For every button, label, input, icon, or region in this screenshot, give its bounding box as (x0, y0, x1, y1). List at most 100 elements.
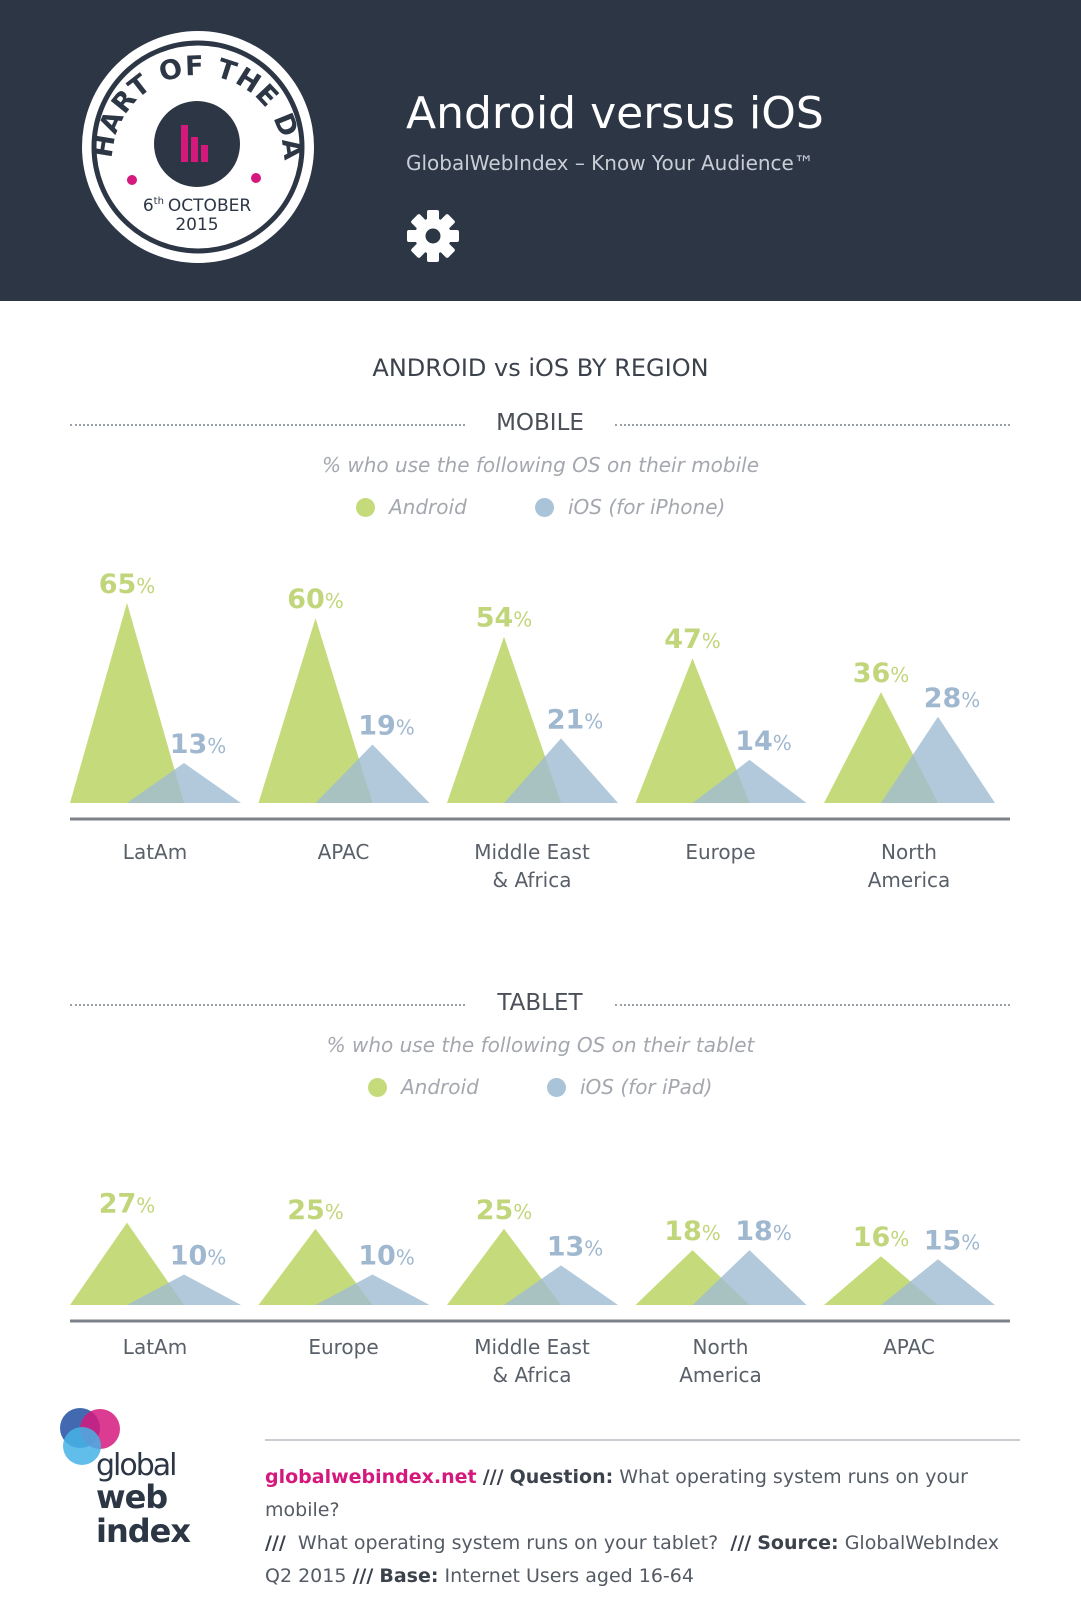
ios-peak (692, 1250, 807, 1305)
gear-icon[interactable] (405, 208, 461, 264)
legend-swatch (368, 1078, 387, 1097)
android-value-label: 25% (476, 1195, 533, 1226)
badge-dot-left (127, 175, 137, 185)
tablet-question: % who use the following OS on their tabl… (326, 1033, 755, 1057)
ios-peak (504, 1265, 618, 1305)
ios-peak (127, 1274, 241, 1305)
footer-source: GlobalWebIndex Q2 2015 (265, 1532, 1000, 1587)
android-peak (258, 618, 373, 803)
category-label: Middle East (474, 1335, 590, 1359)
footer-question-1: What operating system runs on your mobil… (265, 1466, 968, 1521)
footer-base: Internet Users aged 16-64 (444, 1565, 694, 1587)
ios-value-label: 28% (924, 683, 981, 714)
android-value-label: 65% (99, 569, 156, 600)
mobile-question: % who use the following OS on their mobi… (321, 453, 760, 477)
android-peak (258, 1228, 373, 1305)
footer-sep: /// (482, 1466, 504, 1488)
category-label: America (679, 1363, 762, 1387)
category-label: & Africa (493, 1363, 572, 1387)
page-title: Android versus iOS (406, 88, 824, 139)
android-peak (70, 602, 184, 803)
ios-peak (315, 1274, 430, 1305)
section-heading-mobile: MOBILE (70, 410, 1010, 440)
divider-dots (615, 1004, 1010, 1006)
legend-label: Android (401, 1075, 479, 1099)
android-value-label: 54% (476, 603, 533, 634)
footer-notes: globalwebindex.net /// Question: What op… (265, 1461, 1025, 1593)
android-value-label: 16% (853, 1222, 910, 1253)
category-label: America (868, 868, 951, 892)
android-value-label: 36% (853, 658, 910, 689)
category-label: APAC (318, 840, 370, 864)
tablet-chart: 27% 10% LatAm 25% 10% Europe 25% 13% Middle East… (70, 1189, 1010, 1387)
divider-dots (70, 424, 465, 426)
android-value-label: 27% (99, 1189, 156, 1220)
ios-value-label: 15% (924, 1225, 981, 1256)
svg-text:web: web (96, 1478, 167, 1516)
category-label: APAC (883, 1335, 935, 1359)
main-title: ANDROID vs iOS BY REGION (372, 354, 709, 382)
svg-text:global: global (96, 1448, 176, 1483)
category-label: North (881, 840, 937, 864)
section-label: MOBILE (496, 410, 584, 436)
ios-peak (127, 762, 241, 803)
ios-value-label: 13% (547, 1231, 604, 1262)
section-label: TABLET (497, 990, 583, 1016)
ios-value-label: 13% (170, 729, 227, 760)
ios-peak (504, 738, 618, 803)
category-label: Middle East (474, 840, 590, 864)
ios-value-label: 10% (358, 1241, 415, 1272)
ios-peak (881, 1259, 995, 1305)
footer-divider (265, 1439, 1020, 1441)
badge-date: 6th OCTOBER (143, 196, 252, 216)
legend-swatch (535, 498, 554, 517)
android-peak (70, 1222, 184, 1305)
footer-base-label: Base: (379, 1565, 439, 1587)
footer-sep: /// (265, 1532, 286, 1554)
legend-item-android: Android (356, 495, 467, 519)
ios-peak (881, 716, 995, 803)
legend-item-android: Android (368, 1075, 479, 1099)
divider-dots (615, 424, 1010, 426)
category-label: North (693, 1335, 749, 1359)
globalwebindex-logo: global web index (60, 1408, 192, 1550)
divider-dots (70, 1004, 465, 1006)
footer-question-2: What operating system runs on your table… (297, 1532, 719, 1554)
footer-site-link[interactable]: globalwebindex.net (265, 1466, 477, 1488)
ios-peak (315, 744, 430, 803)
footer-sep: /// (730, 1532, 752, 1554)
footer-sep: /// (352, 1565, 374, 1587)
ios-value-label: 21% (547, 704, 604, 735)
legend-item-ios: iOS (for iPad) (547, 1075, 712, 1099)
legend-label: iOS (for iPhone) (568, 495, 726, 519)
section-heading-tablet: TABLET (70, 990, 1010, 1020)
android-value-label: 18% (664, 1216, 721, 1247)
mobile-chart: 65% 13% LatAm 60% 19% APAC 54% 21% Middle East & … (70, 569, 1010, 892)
android-value-label: 60% (287, 584, 344, 615)
ios-value-label: 19% (358, 710, 415, 741)
badge-year: 2015 (175, 215, 218, 235)
badge-dot-right (251, 173, 261, 183)
android-value-label: 25% (287, 1195, 344, 1226)
category-label: Europe (685, 840, 755, 864)
legend-swatch (547, 1078, 566, 1097)
footer-question-label: Question: (509, 1466, 614, 1488)
category-label: Europe (308, 1335, 378, 1359)
ios-peak (692, 759, 807, 803)
svg-text:index: index (96, 1512, 191, 1550)
legend-swatch (356, 498, 375, 517)
ios-value-label: 14% (735, 726, 792, 757)
android-peak (635, 658, 750, 803)
footer-source-label: Source: (757, 1532, 839, 1554)
legend-item-ios: iOS (for iPhone) (535, 495, 725, 519)
legend-label: iOS (for iPad) (580, 1075, 713, 1099)
android-value-label: 47% (664, 624, 721, 655)
ios-value-label: 10% (170, 1241, 227, 1272)
category-label: & Africa (493, 868, 572, 892)
page-subtitle: GlobalWebIndex – Know Your Audience™ (406, 151, 814, 175)
ios-value-label: 18% (735, 1216, 792, 1247)
legend-label: Android (389, 495, 467, 519)
bar-chart-icon (181, 125, 208, 162)
